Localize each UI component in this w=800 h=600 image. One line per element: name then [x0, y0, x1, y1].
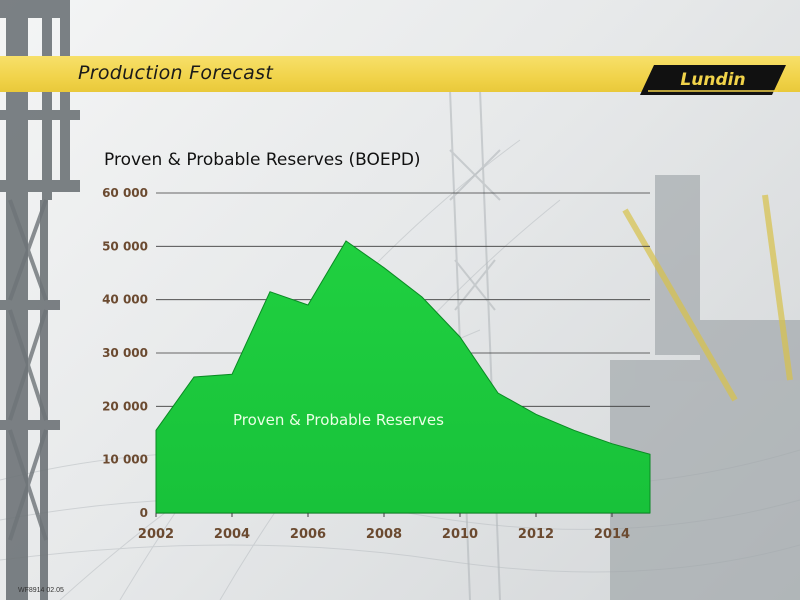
x-tick-label: 2004 — [214, 527, 250, 542]
page-title: Production Forecast — [78, 62, 274, 84]
reserves-area — [155, 240, 651, 514]
series-label: Proven & Probable Reserves — [233, 411, 444, 429]
y-tick-label: 50 000 — [102, 239, 148, 253]
y-tick-label: 0 — [140, 506, 148, 520]
logo-text: Lundin — [680, 70, 745, 90]
y-tick-label: 30 000 — [102, 346, 148, 360]
x-axis-ticks: 2002 2004 2006 2008 2010 2012 2014 — [138, 513, 630, 542]
area-series — [155, 240, 651, 514]
x-tick-label: 2012 — [518, 527, 554, 542]
x-tick-label: 2014 — [594, 527, 630, 542]
x-tick-label: 2008 — [366, 527, 402, 542]
x-tick-label: 2010 — [442, 527, 478, 542]
x-tick-label: 2006 — [290, 527, 326, 542]
x-tick-label: 2002 — [138, 527, 174, 542]
lundin-logo: Lundin — [640, 65, 786, 95]
y-tick-label: 40 000 — [102, 293, 148, 307]
y-tick-label: 20 000 — [102, 399, 148, 413]
y-tick-label: 60 000 — [102, 186, 148, 200]
y-tick-label: 10 000 — [102, 453, 148, 467]
slide-code: WF8914 02.05 — [18, 587, 64, 594]
chart-title: Proven & Probable Reserves (BOEPD) — [104, 150, 421, 170]
y-axis-ticks: 0 10 000 20 000 30 000 40 000 50 000 60 000 — [102, 186, 148, 520]
